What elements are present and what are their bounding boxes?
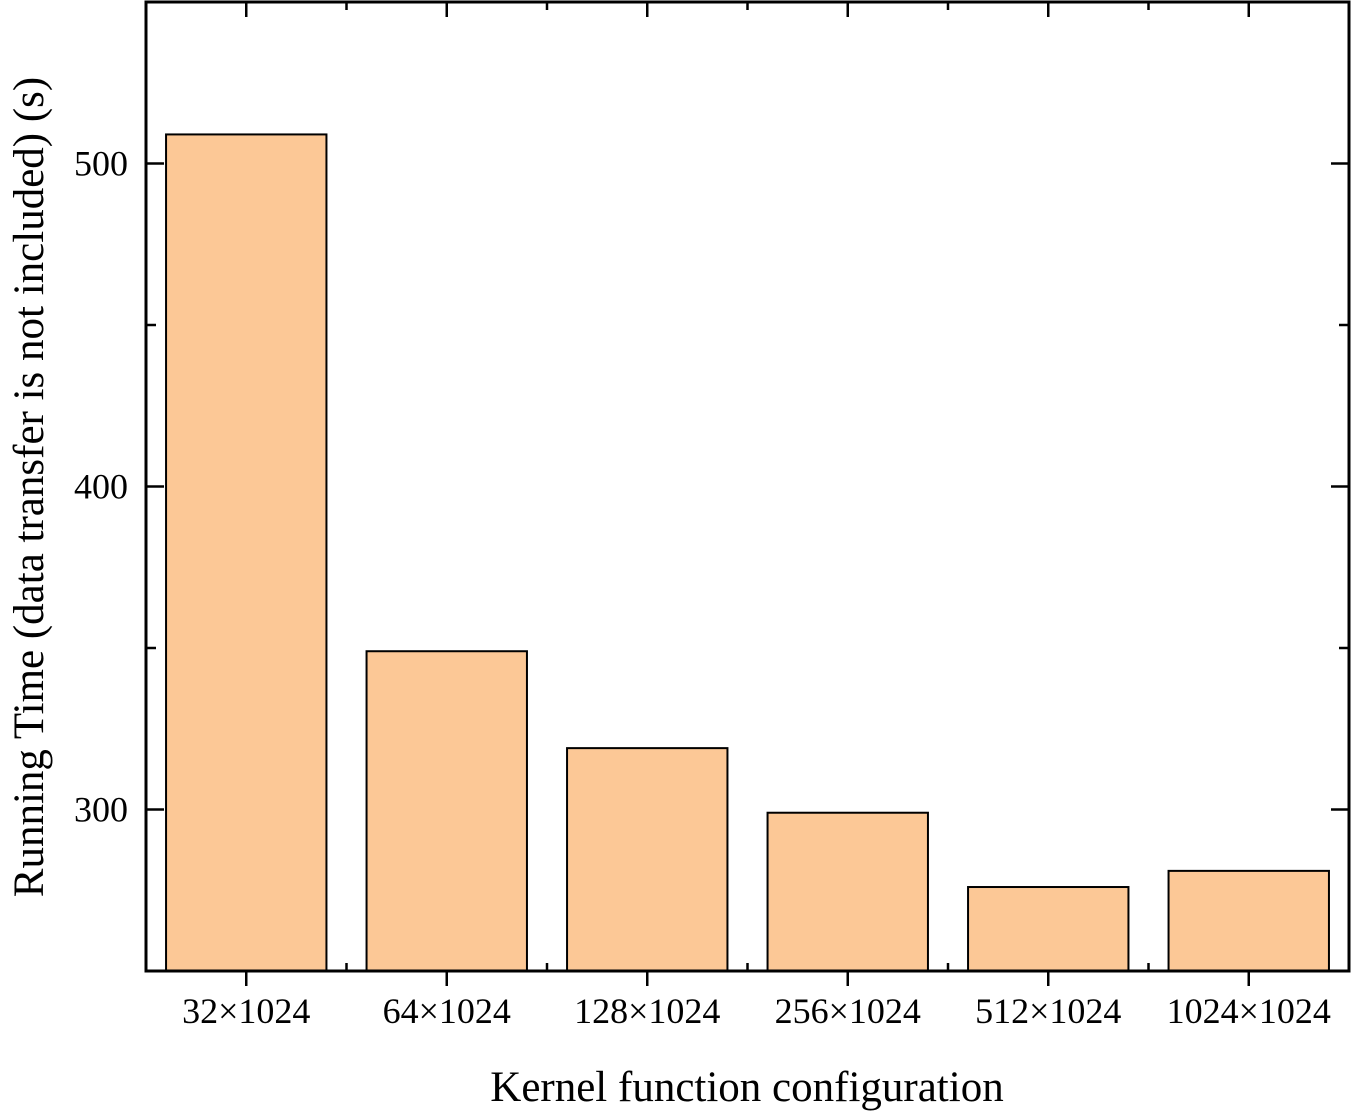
x-tick-label: 256×1024	[775, 991, 921, 1031]
bar-2	[365, 650, 528, 972]
y-tick-label: 500	[74, 144, 128, 184]
ticks-layer	[146, 2, 1349, 986]
labels-layer: 32×1024 64×1024 128×1024 256×1024 512×1024 10…	[74, 144, 1331, 1032]
x-axis-title: Kernel function configuration	[490, 1064, 1003, 1111]
y-tick-label: 300	[74, 790, 128, 830]
y-tick-label: 400	[74, 467, 128, 507]
bar-5	[967, 886, 1130, 973]
bar-3	[566, 747, 729, 972]
bar-1	[165, 133, 328, 972]
bars-layer	[165, 133, 1330, 973]
bar-6	[1167, 869, 1330, 972]
x-tick-label: 1024×1024	[1167, 991, 1331, 1031]
y-axis-title: Running Time (data transfer is not inclu…	[6, 77, 53, 897]
x-tick-label: 512×1024	[975, 991, 1121, 1031]
x-tick-label: 32×1024	[182, 991, 310, 1031]
plot-frame	[144, 0, 1351, 973]
bar-4	[766, 811, 929, 972]
x-tick-label: 64×1024	[383, 991, 511, 1031]
x-tick-label: 128×1024	[574, 991, 720, 1031]
